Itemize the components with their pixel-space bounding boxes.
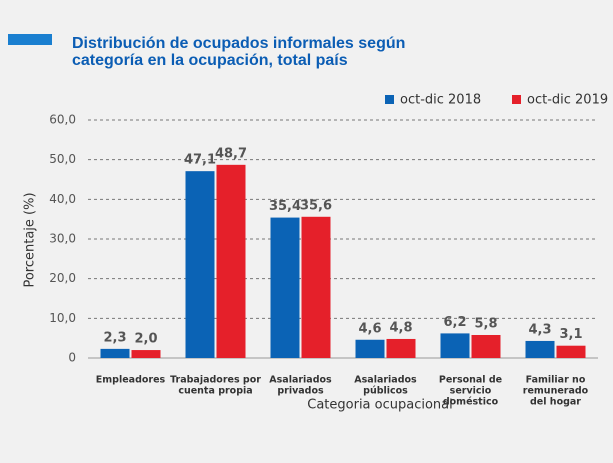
value-label: 35,6 <box>300 198 332 213</box>
y-axis-label: Porcentaje (%) <box>23 192 38 287</box>
bar <box>386 338 416 358</box>
value-label: 47,1 <box>184 153 216 168</box>
bar <box>301 216 331 358</box>
bar <box>100 348 130 358</box>
y-tick-label: 50,0 <box>49 152 76 166</box>
x-tick-label: cuenta propia <box>178 386 252 397</box>
bar <box>355 339 385 358</box>
bar <box>471 334 501 358</box>
value-label: 35,4 <box>269 199 301 214</box>
bar <box>525 340 555 358</box>
x-tick-label: Personal de <box>439 375 502 386</box>
x-tick-label: remunerado <box>523 386 589 397</box>
x-tick-label: Asalariados <box>269 375 332 386</box>
bar <box>270 217 300 358</box>
chart-title: Distribución de ocupados informales segú… <box>72 35 405 52</box>
x-tick-label: públicos <box>363 386 408 397</box>
value-label: 3,1 <box>559 327 582 342</box>
y-tick-label: 30,0 <box>49 232 76 246</box>
legend-swatch <box>512 95 521 104</box>
value-label: 4,8 <box>389 320 412 335</box>
x-tick-label: servicio <box>450 386 492 397</box>
legend-label: oct-dic 2019 <box>527 93 608 108</box>
x-tick-label: privados <box>277 386 324 397</box>
x-tick-label: doméstico <box>443 397 499 408</box>
title-marker <box>8 34 52 45</box>
x-tick-label: del hogar <box>530 397 581 408</box>
x-axis-label: Categoria ocupacional <box>307 398 453 413</box>
y-tick-label: 40,0 <box>49 192 76 206</box>
value-label: 2,0 <box>134 332 157 347</box>
bar <box>216 164 246 358</box>
bar <box>185 171 215 358</box>
bar <box>556 345 586 358</box>
y-tick-label: 0 <box>68 351 76 365</box>
value-label: 6,2 <box>443 315 466 330</box>
x-tick-label: Trabajadores por <box>170 375 261 386</box>
x-tick-label: Asalariados <box>354 375 417 386</box>
value-label: 4,6 <box>358 321 381 336</box>
bar <box>131 350 161 358</box>
value-label: 4,3 <box>528 322 551 337</box>
y-tick-label: 20,0 <box>49 271 76 285</box>
y-tick-label: 10,0 <box>49 311 76 325</box>
chart-title: categoría en la ocupación, total país <box>72 52 348 69</box>
x-tick-label: Familiar no <box>526 375 586 386</box>
value-label: 5,8 <box>474 316 497 331</box>
value-label: 2,3 <box>103 330 126 345</box>
legend-label: oct-dic 2018 <box>400 93 481 108</box>
legend-swatch <box>385 95 394 104</box>
bar <box>440 333 470 358</box>
x-tick-label: Empleadores <box>96 375 166 386</box>
y-tick-label: 60,0 <box>49 113 76 127</box>
value-label: 48,7 <box>215 146 247 161</box>
